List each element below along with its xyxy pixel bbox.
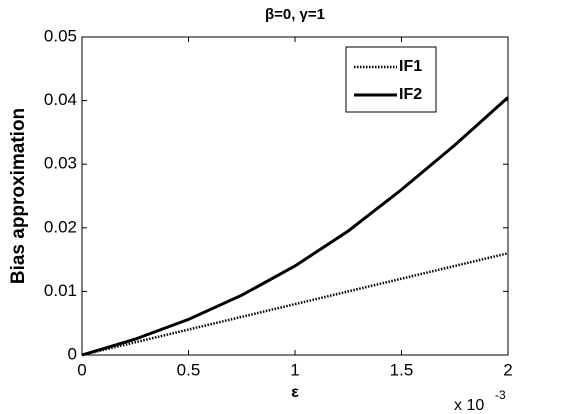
y-tick-label: 0.03 xyxy=(44,154,77,173)
x-tick-label: 2 xyxy=(503,360,512,379)
series-line xyxy=(81,96,510,357)
legend-label: IF1 xyxy=(399,58,422,75)
x-axis-label: ε xyxy=(291,384,299,401)
legend-label: IF2 xyxy=(399,86,422,103)
y-tick-label: 0.04 xyxy=(44,90,77,109)
x-multiplier-exponent: -3 xyxy=(495,388,506,402)
y-tick-label: 0.02 xyxy=(44,217,77,236)
y-tick-label: 0.01 xyxy=(44,281,77,300)
x-tick-label: 0.5 xyxy=(177,360,201,379)
legend-box xyxy=(345,46,437,113)
series-line xyxy=(81,252,509,357)
y-axis-label: Bias approximation xyxy=(8,108,29,284)
x-multiplier: x 10 xyxy=(454,397,484,414)
y-tick-label: 0.05 xyxy=(44,26,77,45)
chart-title: β=0, γ=1 xyxy=(265,6,325,23)
y-tick-label: 0 xyxy=(68,344,77,363)
x-tick-label: 1.5 xyxy=(390,360,414,379)
x-tick-label: 1 xyxy=(290,360,299,379)
plot-area xyxy=(81,36,509,356)
x-tick-label: 0 xyxy=(77,360,86,379)
